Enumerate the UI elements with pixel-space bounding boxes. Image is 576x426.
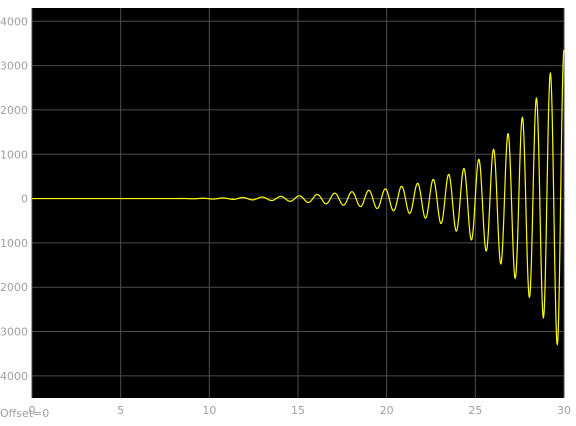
x-tick-label: 15: [291, 404, 305, 417]
y-tick-label: 2000: [0, 104, 28, 117]
y-tick-label: -4000: [0, 370, 28, 383]
y-tick-label: 1000: [0, 148, 28, 161]
y-tick-label: -3000: [0, 326, 28, 339]
y-tick-label: 4000: [0, 15, 28, 28]
y-tick-label: 0: [21, 193, 28, 206]
x-tick-label: 30: [557, 404, 571, 417]
x-tick-label: 20: [380, 404, 394, 417]
y-tick-label: 3000: [0, 60, 28, 73]
x-tick-label: 25: [468, 404, 482, 417]
x-tick-label: 5: [117, 404, 124, 417]
signal-series: [32, 49, 565, 347]
x-tick-label: 10: [202, 404, 216, 417]
tick-labels: 0 5 10 15 20 25 30 -4000 -3000 -2000 -1000 0 1000 200…: [0, 15, 571, 417]
y-tick-label: -2000: [0, 281, 28, 294]
y-tick-label: -1000: [0, 237, 28, 250]
offset-label: Offset=0: [0, 407, 49, 420]
signal-line: [32, 49, 565, 347]
grid-lines: [31, 8, 565, 398]
x-tick-label: 0: [29, 404, 36, 417]
